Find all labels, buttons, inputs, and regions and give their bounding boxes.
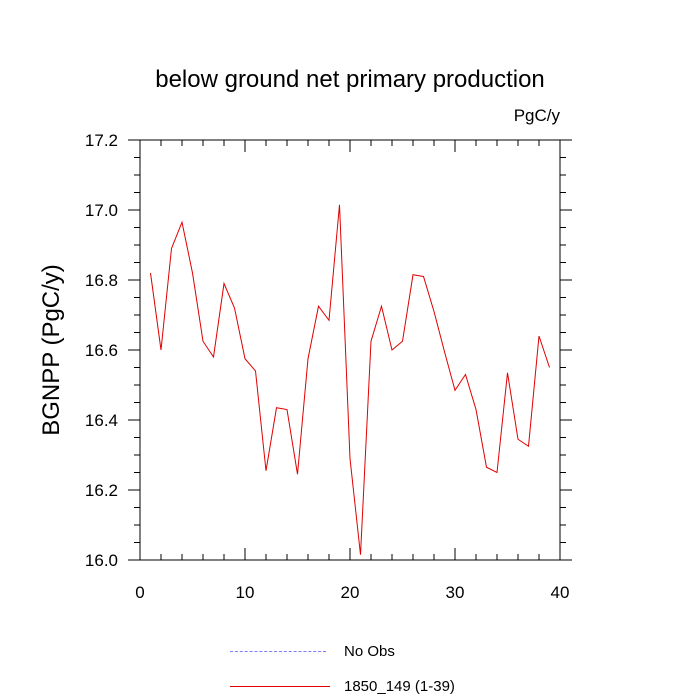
y-tick-label: 17.0: [85, 201, 118, 220]
series-line: [150, 204, 550, 555]
x-tick-label: 30: [446, 583, 465, 602]
axis-tick-labels: 0 10 20 30 40 16.0 16.2 16.4 16.6 16.8 17.0 17.2: [85, 131, 570, 602]
legend-entry-obs: No Obs: [230, 641, 395, 661]
x-tick-label: 40: [551, 583, 570, 602]
x-tick-label: 0: [135, 583, 144, 602]
x-tick-label: 20: [341, 583, 360, 602]
axis-ticks: [128, 139, 572, 561]
legend-label-obs: No Obs: [344, 642, 395, 660]
y-tick-label: 16.4: [85, 411, 118, 430]
y-tick-label: 16.0: [85, 551, 118, 570]
y-axis-label: BGNPP (PgC/y): [38, 264, 65, 436]
y-tick-label: 16.2: [85, 481, 118, 500]
legend-line-model: [230, 685, 330, 687]
units-label: PgC/y: [513, 106, 560, 125]
y-tick-label: 16.8: [85, 271, 118, 290]
series-group: [150, 204, 550, 555]
legend-label-model: 1850_149 (1-39): [344, 677, 455, 695]
x-tick-label: 10: [236, 583, 255, 602]
legend-entry-model: 1850_149 (1-39): [230, 676, 455, 696]
y-tick-label: 16.6: [85, 341, 118, 360]
legend-line-obs: [230, 650, 326, 652]
plot-frame: [139, 139, 561, 561]
y-tick-label: 17.2: [85, 131, 118, 150]
chart-title: below ground net primary production: [155, 66, 545, 93]
